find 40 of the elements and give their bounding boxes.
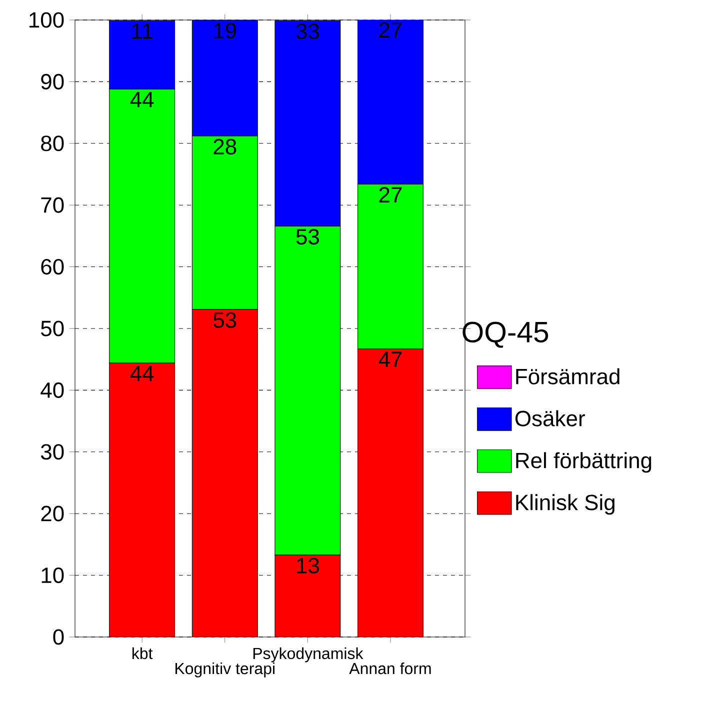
bar bbox=[109, 363, 175, 637]
y-tick-label: 50 bbox=[41, 320, 64, 336]
legend-label: Rel förbättring bbox=[516, 452, 652, 473]
data-label: 47 bbox=[378, 352, 402, 367]
legend-label: Klinisk Sig bbox=[516, 494, 614, 515]
data-label: 11 bbox=[132, 24, 152, 39]
data-label: 13 bbox=[297, 558, 319, 574]
data-label: 19 bbox=[214, 22, 236, 38]
legend-label: Osäker bbox=[515, 410, 585, 426]
y-tick-label: 100 bbox=[30, 12, 64, 28]
y-tick-label: 30 bbox=[40, 444, 64, 460]
bar bbox=[358, 348, 424, 637]
data-label: 53 bbox=[214, 312, 236, 328]
data-label: 53 bbox=[296, 228, 319, 245]
bar bbox=[274, 554, 340, 637]
data-label: 27 bbox=[379, 22, 402, 38]
bar bbox=[109, 20, 176, 90]
x-tick-label: Annan form bbox=[349, 662, 431, 674]
bar bbox=[274, 20, 341, 226]
y-tick-label: 70 bbox=[41, 197, 64, 213]
bar bbox=[192, 309, 258, 637]
y-tick-label: 80 bbox=[41, 136, 64, 152]
y-tick-label: 60 bbox=[41, 258, 64, 275]
x-tick-label: Kognitiv terapi bbox=[176, 662, 274, 678]
data-label: 44 bbox=[130, 92, 154, 108]
data-label: 44 bbox=[130, 366, 154, 382]
x-tick-label: kbt bbox=[132, 647, 153, 660]
bar bbox=[358, 20, 424, 184]
y-tick-label: 20 bbox=[41, 506, 64, 522]
data-label: 33 bbox=[296, 24, 319, 40]
y-tick-label: 0 bbox=[53, 629, 64, 645]
data-label: 28 bbox=[214, 138, 236, 154]
x-tick-label: Psykodynamisk bbox=[253, 647, 364, 662]
legend-label: Försämrad bbox=[516, 368, 620, 384]
data-label: 27 bbox=[379, 187, 402, 202]
legend-title: OQ-45 bbox=[462, 322, 548, 348]
y-tick-label: 90 bbox=[41, 74, 64, 90]
y-tick-label: 40 bbox=[40, 382, 64, 398]
y-tick-label: 10 bbox=[42, 567, 64, 584]
bar bbox=[192, 20, 258, 136]
